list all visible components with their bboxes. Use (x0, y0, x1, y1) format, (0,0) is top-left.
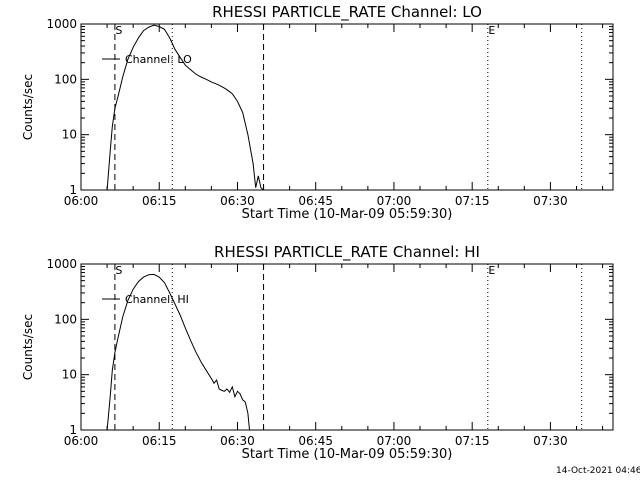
plot-frame-1 (80, 263, 614, 431)
y-tick-label: 10 (62, 368, 77, 382)
x-tick-label: 06:30 (220, 434, 255, 448)
plot-frame-0 (80, 23, 614, 191)
y-tick-label: 10 (62, 128, 77, 142)
y-axis-label-1: Counts/sec (21, 314, 35, 380)
x-tick-label: 06:00 (64, 194, 99, 208)
x-tick-label: 07:30 (533, 434, 568, 448)
y-tick-label: 1 (69, 423, 77, 437)
y-tick-label: 100 (54, 72, 77, 86)
x-tick-label: 06:45 (298, 434, 333, 448)
plot-timestamp: 14-Oct-2021 04:46 (556, 466, 640, 476)
x-tick-label: 06:00 (64, 434, 99, 448)
x-tick-label: 07:00 (377, 434, 412, 448)
x-tick-label: 06:45 (298, 194, 333, 208)
legend-label-0: Channel: LO (125, 53, 192, 66)
x-axis-label-0: Start Time (10-Mar-09 05:59:30) (242, 207, 453, 222)
y-tick-label: 1000 (46, 17, 77, 31)
x-tick-label: 06:15 (142, 194, 177, 208)
chart-title-0: RHESSI PARTICLE_RATE Channel: LO (212, 3, 482, 22)
series-line-1 (106, 273, 250, 431)
chart-title-1: RHESSI PARTICLE_RATE Channel: HI (214, 243, 480, 262)
x-tick-label: 07:15 (455, 194, 490, 208)
x-tick-label: 06:15 (142, 434, 177, 448)
event-marker-label: S (115, 264, 122, 277)
x-tick-label: 06:30 (220, 194, 255, 208)
y-tick-label: 100 (54, 312, 77, 326)
x-tick-label: 07:15 (455, 434, 490, 448)
series-line-0 (106, 24, 264, 191)
event-marker-label: E (488, 264, 495, 277)
x-tick-label: 07:30 (533, 194, 568, 208)
y-tick-label: 1 (69, 183, 77, 197)
event-marker-label: S (115, 24, 122, 37)
x-tick-label: 07:00 (377, 194, 412, 208)
legend-label-1: Channel: HI (125, 293, 189, 306)
event-marker-label: E (488, 24, 495, 37)
y-axis-label-0: Counts/sec (21, 74, 35, 140)
x-axis-label-1: Start Time (10-Mar-09 05:59:30) (242, 447, 453, 462)
y-tick-label: 1000 (46, 257, 77, 271)
